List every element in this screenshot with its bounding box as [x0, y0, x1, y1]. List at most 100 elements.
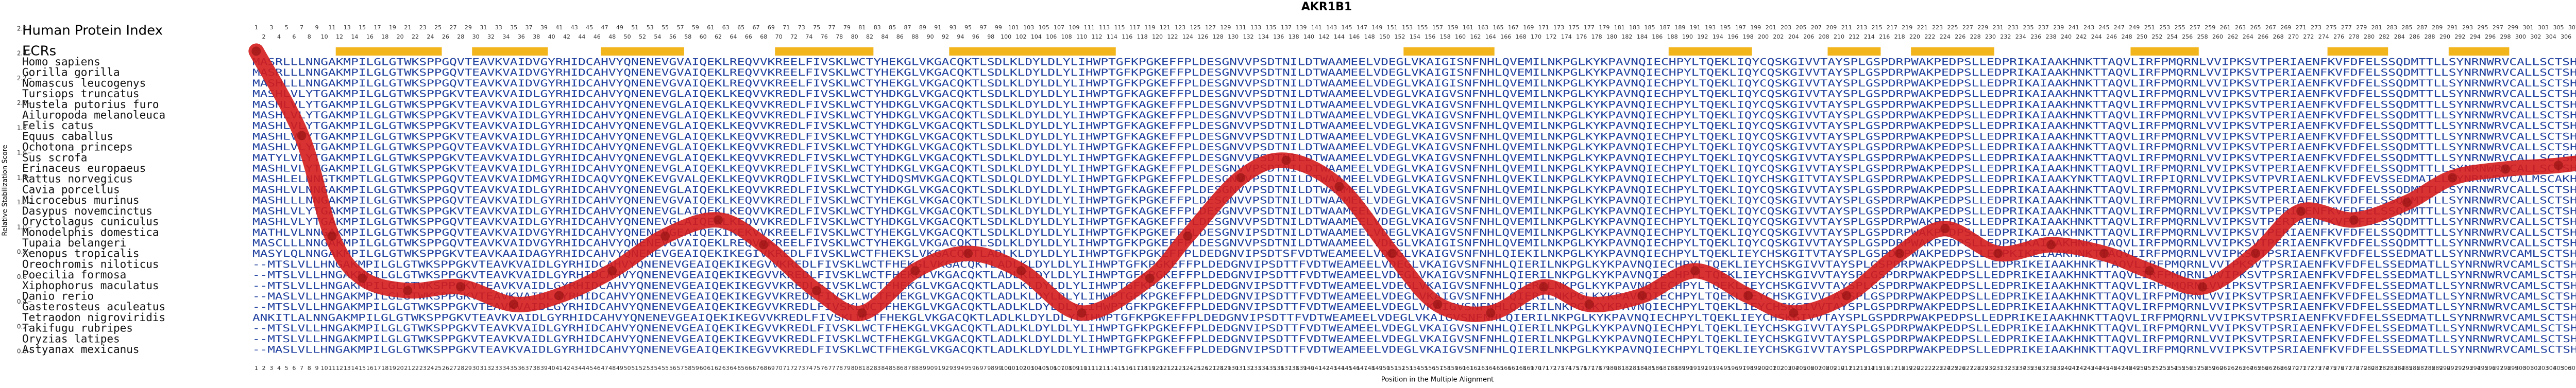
bottom-position-label: 42 [563, 365, 570, 372]
y-tick-label: 2.0 [17, 99, 27, 107]
top-position-label: 140 [1303, 33, 1314, 40]
top-position-label: 166 [1500, 33, 1511, 40]
top-position-label: 57 [677, 24, 684, 31]
top-position-label: 52 [639, 33, 646, 40]
top-position-label: 191 [1690, 24, 1701, 31]
top-position-label: 237 [2038, 24, 2049, 31]
top-position-label: 215 [1872, 24, 1883, 31]
sequence: --MTSLVLLHNGAKMPILGLGTWKSPPGKVTEAVKVAIDL… [252, 302, 2576, 313]
ecr-bar [1827, 47, 1880, 56]
top-position-label: 202 [1773, 33, 1784, 40]
top-position-label: 50 [624, 33, 631, 40]
top-position-label: 75 [813, 24, 820, 31]
top-position-label: 134 [1258, 33, 1269, 40]
sequence: MASHLVLYTGAKMPILGLGTWKSPPGKVTEAVKVAIDLGY… [252, 99, 2576, 110]
bottom-position-label: 16 [366, 365, 374, 372]
bottom-position-label: 30 [472, 365, 480, 372]
bottom-position-label: 48 [608, 365, 616, 372]
top-position-label: 104 [1031, 33, 1042, 40]
top-position-label: 240 [2061, 33, 2072, 40]
top-position-label: 245 [2098, 24, 2109, 31]
top-position-label: 7 [300, 24, 303, 31]
top-position-label: 82 [866, 33, 873, 40]
bottom-position-label: 26 [442, 365, 449, 372]
sequence: MASHLVLYTGAKMPILGLGTWKSPPGKVTEAVKVAIDLGY… [252, 120, 2576, 132]
top-position-label: 130 [1228, 33, 1239, 40]
top-position-label: 92 [942, 33, 949, 40]
top-position-label: 78 [836, 33, 843, 40]
top-position-label: 58 [684, 33, 691, 40]
score-point [1789, 308, 1798, 318]
score-point [251, 46, 261, 56]
bottom-position-label: 40 [548, 365, 555, 372]
top-position-label: 55 [662, 24, 669, 31]
top-position-label: 195 [1720, 24, 1731, 31]
top-position-label: 232 [2000, 33, 2011, 40]
score-point [963, 249, 973, 258]
bottom-position-label: 69 [768, 365, 775, 372]
sequence: MASYLQLNNGAKMPILGLGTWKSPPGKVTEAVKAAIDAGY… [252, 248, 2576, 259]
ecr-bar [472, 47, 548, 56]
bottom-position-label: 58 [684, 365, 691, 372]
top-position-label: 248 [2122, 33, 2132, 40]
top-position-label: 220 [1909, 33, 1920, 40]
bottom-position-label: 63 [722, 365, 730, 372]
bottom-position-label: 95 [964, 365, 972, 372]
top-position-label: 264 [2243, 33, 2253, 40]
top-position-label: 86 [896, 33, 904, 40]
bottom-position-label: 75 [813, 365, 820, 372]
sequence: MASRLLLNNGAKMPILGLGTWKSPPGQVTEAVKVAIDVGY… [252, 67, 2576, 78]
top-position-label: 156 [1425, 33, 1435, 40]
bottom-position-label: 80 [851, 365, 858, 372]
bottom-position-label: 91 [934, 365, 941, 372]
sequence: MASHLVLYTGAKMPILGLGTWKSPPGQVTEAVKVAIDLGY… [252, 216, 2576, 227]
top-position-label: 165 [1493, 24, 1504, 31]
score-point [2251, 249, 2260, 258]
top-position-label: 152 [1394, 33, 1405, 40]
top-position-label: 281 [2371, 24, 2382, 31]
top-position-label: 47 [601, 24, 608, 31]
top-position-label: 239 [2053, 24, 2064, 31]
top-position-label: 272 [2303, 33, 2314, 40]
bottom-position-label: 77 [828, 365, 836, 372]
top-position-label: 197 [1735, 24, 1746, 31]
sequence: MASHLVLNNGAKMPILGLGTWKSPPGQVTEAVKVAIDLGY… [252, 184, 2576, 196]
top-position-label: 21 [404, 24, 411, 31]
top-position-label: 53 [647, 24, 654, 31]
top-position-label: 18 [381, 33, 388, 40]
bottom-position-label: 72 [790, 365, 798, 372]
top-position-label: 70 [775, 33, 783, 40]
y-tick-label: 2.2 [17, 75, 27, 82]
top-position-label: 193 [1705, 24, 1716, 31]
top-position-label: 14 [351, 33, 358, 40]
top-position-label: 184 [1637, 33, 1648, 40]
top-position-label: 227 [1962, 24, 1973, 31]
top-position-label: 213 [1856, 24, 1867, 31]
bottom-position-label: 90 [927, 365, 934, 372]
top-position-label: 80 [851, 33, 858, 40]
bottom-position-label: 65 [737, 365, 744, 372]
top-position-label: 154 [1410, 33, 1420, 40]
top-position-label: 167 [1508, 24, 1519, 31]
top-position-label: 102 [1015, 33, 1026, 40]
top-position-label: 171 [1538, 24, 1549, 31]
y-tick-label: 0.2 [17, 323, 27, 330]
top-position-label: 93 [950, 24, 957, 31]
top-position-label: 141 [1311, 24, 1322, 31]
bottom-position-label: 1 [255, 365, 258, 372]
top-position-label: 35 [510, 24, 517, 31]
bottom-position-label: 74 [805, 365, 812, 372]
top-position-label: 216 [1879, 33, 1890, 40]
top-position-label: 90 [927, 33, 934, 40]
top-position-label: 278 [2349, 33, 2360, 40]
bottom-position-label: 45 [586, 365, 593, 372]
top-position-label: 185 [1645, 24, 1655, 31]
top-position-label: 200 [1758, 33, 1769, 40]
bottom-position-label: 64 [730, 365, 737, 372]
top-position-label: 84 [881, 33, 888, 40]
top-position-label: 27 [450, 24, 457, 31]
bottom-position-label: 7 [300, 365, 303, 372]
bottom-position-label: 14 [351, 365, 358, 372]
top-position-label: 180 [1606, 33, 1617, 40]
score-point [714, 215, 723, 224]
